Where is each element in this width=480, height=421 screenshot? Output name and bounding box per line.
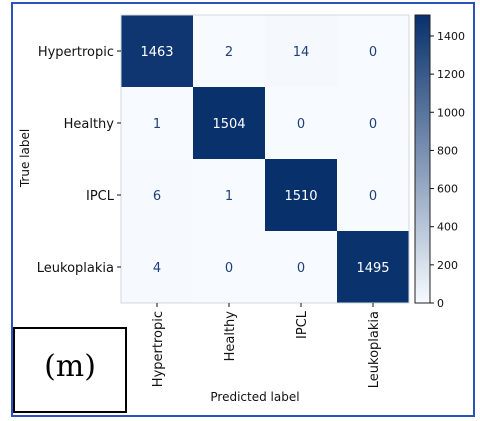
y-tick-label: IPCL xyxy=(86,189,115,204)
colorbar-tick-label: 800 xyxy=(437,144,458,157)
cell-value-label: 6 xyxy=(153,189,161,204)
matrix-cell xyxy=(337,159,409,231)
matrix-cell xyxy=(121,15,193,87)
cell-value-label: 14 xyxy=(293,45,310,60)
colorbar-tick-label: 200 xyxy=(437,259,458,272)
y-axis-label: True label xyxy=(18,129,32,188)
cell-value-label: 0 xyxy=(297,117,305,132)
cell-value-label: 1495 xyxy=(356,261,389,276)
cell-value-label: 1463 xyxy=(140,45,173,60)
matrix-cell xyxy=(265,231,337,303)
cell-value-label: 0 xyxy=(369,189,377,204)
x-tick-label: Hypertropic xyxy=(151,311,166,387)
figure-frame xyxy=(11,2,475,417)
matrix-cell xyxy=(193,87,265,159)
matrix-cell xyxy=(121,159,193,231)
matrix-cell xyxy=(193,159,265,231)
cell-value-label: 0 xyxy=(225,261,233,276)
matrix-cell xyxy=(193,231,265,303)
matrix-cell xyxy=(193,15,265,87)
cell-value-label: 1510 xyxy=(284,189,317,204)
matrix-cell xyxy=(337,15,409,87)
matrix-cell xyxy=(121,231,193,303)
matrix-cells xyxy=(120,14,410,304)
matrix-frame xyxy=(120,14,410,304)
matrix-cell-values: 1463 2 14 0 1 1504 0 0 6 1 1510 0 4 0 0 1495 xyxy=(140,45,389,276)
colorbar-tick-label: 600 xyxy=(437,183,458,196)
colorbar-tick-label: 0 xyxy=(437,297,444,310)
y-tick-label: Leukoplakia xyxy=(37,261,114,276)
cell-value-label: 0 xyxy=(297,261,305,276)
x-tick-label: Leukoplakia xyxy=(367,311,382,388)
colorbar-tick-label: 1200 xyxy=(437,68,465,81)
colorbar-tick-label: 1000 xyxy=(437,106,465,119)
cell-value-label: 0 xyxy=(369,117,377,132)
colorbar-ticks: 0 200 400 600 800 1000 1200 1400 xyxy=(430,30,465,310)
cell-value-label: 1 xyxy=(153,117,161,132)
colorbar xyxy=(414,14,431,304)
cell-value-label: 4 xyxy=(153,261,161,276)
y-tick-label: Hypertropic xyxy=(38,45,114,60)
matrix-cell xyxy=(265,15,337,87)
cell-value-label: 2 xyxy=(225,45,233,60)
matrix-cell xyxy=(337,231,409,303)
matrix-cell xyxy=(265,159,337,231)
matrix-cell xyxy=(121,87,193,159)
colorbar-tick-label: 1400 xyxy=(437,30,465,43)
cell-value-label: 1 xyxy=(225,189,233,204)
x-axis-ticks: Hypertropic Healthy IPCL Leukoplakia xyxy=(151,303,382,388)
panel-label: (m) xyxy=(44,349,96,384)
y-tick-label: Healthy xyxy=(64,117,115,132)
colorbar-tick-label: 400 xyxy=(437,221,458,234)
x-axis-label: Predicted label xyxy=(210,390,299,404)
x-tick-label: IPCL xyxy=(295,310,310,339)
matrix-cell xyxy=(337,87,409,159)
y-axis-ticks: Hypertropic Healthy IPCL Leukoplakia xyxy=(37,45,121,276)
cell-value-label: 0 xyxy=(369,45,377,60)
x-tick-label: Healthy xyxy=(223,311,238,362)
cell-value-label: 1504 xyxy=(212,117,245,132)
panel-label-box: (m) xyxy=(13,327,127,413)
matrix-cell xyxy=(265,87,337,159)
